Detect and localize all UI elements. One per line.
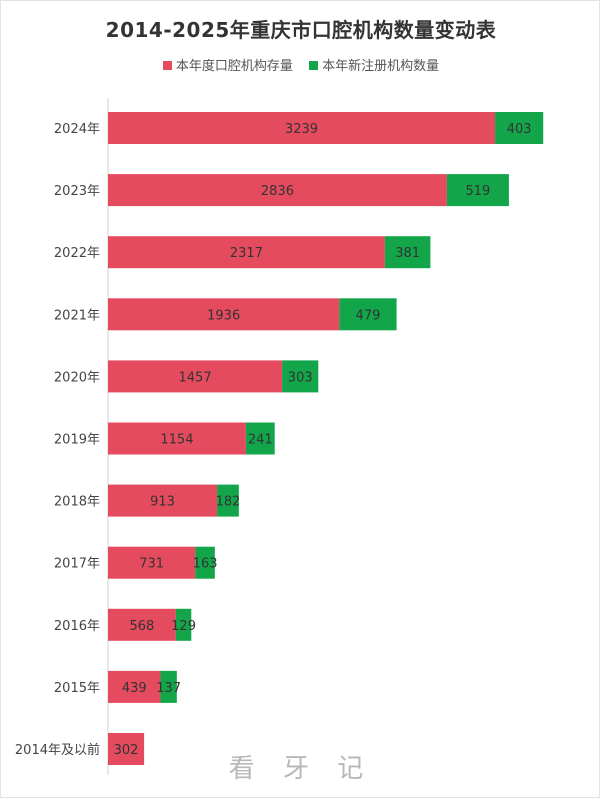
data-label: 163 (193, 557, 218, 572)
bar-new-registrations (217, 484, 239, 517)
chart-title: 2014-2025年重庆市口腔机构数量变动表 (105, 18, 497, 42)
bar-new-registrations (245, 422, 275, 455)
data-label: 568 (130, 619, 155, 634)
data-label: 182 (216, 495, 241, 510)
data-label: 479 (356, 308, 381, 323)
legend-swatch-stock (162, 61, 172, 70)
data-label: 302 (114, 743, 139, 758)
data-label: 439 (122, 681, 147, 696)
category-label: 2021年 (54, 308, 100, 323)
data-label: 3239 (285, 122, 318, 137)
bar-stock (108, 112, 496, 144)
legend-swatch-new (309, 61, 319, 70)
legend-item-stock: 本年度口腔机构存量 (162, 55, 293, 74)
bar-stock (108, 360, 283, 393)
data-label: 2317 (230, 246, 263, 261)
category-label: 2019年 (54, 433, 100, 448)
bar-new-registrations (175, 608, 192, 641)
bar-new-registrations (495, 112, 544, 144)
category-label: 2017年 (54, 557, 100, 572)
bar-stock (108, 670, 161, 703)
bar-stock (108, 298, 340, 331)
data-label: 303 (288, 370, 313, 385)
category-label: 2014年及以前 (15, 742, 100, 758)
watermark-logo: 看 牙 记 (228, 754, 374, 784)
data-label: 241 (248, 433, 273, 448)
bar-stock (108, 174, 447, 207)
data-label: 403 (507, 122, 532, 137)
category-label: 2020年 (54, 370, 100, 385)
data-label: 519 (465, 184, 490, 199)
data-label: 913 (150, 495, 175, 510)
bar-stock (108, 484, 218, 517)
legend-item-new: 本年新注册机构数量 (309, 55, 439, 74)
data-label: 129 (171, 619, 196, 634)
data-label: 1457 (179, 370, 212, 385)
bar-stock (108, 236, 385, 269)
bar-new-registrations (282, 360, 319, 393)
category-label: 2022年 (54, 246, 100, 261)
data-label: 1936 (207, 308, 240, 323)
bar-new-registrations (195, 546, 215, 579)
bar-stock (108, 422, 246, 455)
bar-new-registrations (160, 670, 177, 703)
category-label: 2023年 (54, 184, 100, 199)
data-label: 731 (139, 557, 164, 572)
bar-new-registrations (384, 236, 431, 269)
data-label: 1154 (160, 433, 193, 448)
category-label: 2016年 (54, 619, 100, 634)
bar-new-registrations (339, 298, 397, 331)
category-label: 2018年 (54, 495, 100, 510)
data-label: 381 (395, 246, 420, 261)
data-label: 137 (156, 681, 181, 696)
chart-legend: 本年度口腔机构存量 本年新注册机构数量 (0, 55, 602, 74)
legend-label-new: 本年新注册机构数量 (322, 59, 440, 74)
bar-stock (108, 546, 196, 579)
category-label: 2024年 (54, 122, 100, 137)
category-label: 2015年 (54, 681, 100, 696)
bar-new-registrations (446, 174, 509, 207)
bar-stock (108, 733, 145, 765)
bar-stock (108, 608, 176, 641)
data-label: 2836 (261, 184, 294, 199)
legend-label-stock: 本年度口腔机构存量 (175, 59, 293, 74)
